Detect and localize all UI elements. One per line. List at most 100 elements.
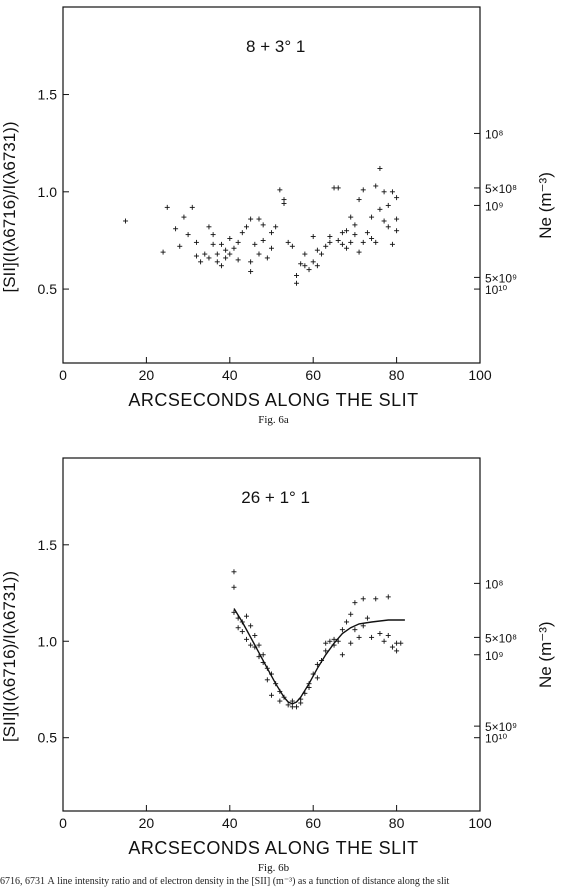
data-point <box>294 280 300 286</box>
data-point <box>389 644 395 650</box>
data-point <box>331 636 337 642</box>
data-point <box>235 257 241 263</box>
x-tick-label: 0 <box>59 367 67 383</box>
data-point <box>302 263 308 269</box>
data-point <box>360 596 366 602</box>
y-axis-label: [SII](I(λ6716)/I(λ6731)) <box>0 121 19 292</box>
data-point <box>189 204 195 210</box>
data-point <box>356 197 362 203</box>
data-point <box>223 247 229 253</box>
data-point <box>331 185 337 191</box>
data-point <box>344 619 350 625</box>
x-tick-label: 40 <box>222 815 238 831</box>
ne-tick-label: 10⁸ <box>485 127 503 141</box>
data-point <box>360 187 366 193</box>
data-point <box>181 214 187 220</box>
data-point <box>248 642 254 648</box>
data-point <box>373 596 379 602</box>
data-point <box>256 216 262 222</box>
data-point <box>302 251 308 257</box>
ne-tick-label: 10⁹ <box>485 199 504 213</box>
data-point <box>314 675 320 681</box>
data-point <box>373 183 379 189</box>
data-point <box>239 629 245 635</box>
data-point <box>344 245 350 251</box>
x-tick-label: 0 <box>59 815 67 831</box>
ne-tick-label: 10⁹ <box>485 649 504 663</box>
plot-frame <box>62 457 481 812</box>
data-point <box>273 224 279 230</box>
data-point <box>269 245 274 251</box>
data-point <box>394 640 400 646</box>
data-point <box>377 165 383 171</box>
plot-frame <box>62 6 481 364</box>
data-point <box>214 251 220 257</box>
x-tick-label: 60 <box>305 367 321 383</box>
y-tick-label: 1.0 <box>38 633 58 649</box>
data-point <box>252 241 258 247</box>
data-point <box>260 222 266 228</box>
y-tick-label: 0.5 <box>38 730 58 746</box>
data-point <box>239 230 245 236</box>
data-point <box>394 648 400 654</box>
data-point <box>206 255 212 261</box>
data-point <box>252 632 258 638</box>
data-point <box>360 239 366 245</box>
data-point <box>335 185 341 191</box>
data-point <box>327 239 333 245</box>
data-point <box>339 627 345 633</box>
data-point <box>285 239 291 245</box>
data-point <box>235 239 241 245</box>
data-point <box>227 251 233 257</box>
data-point <box>223 255 229 261</box>
data-point <box>348 611 354 617</box>
data-point <box>264 255 270 261</box>
ne-tick-label: 10⁸ <box>485 577 503 591</box>
data-point <box>339 652 345 658</box>
x-axis-label: ARCSECONDS ALONG THE SLIT <box>128 838 418 858</box>
data-point <box>310 259 316 265</box>
y-tick-label: 1.5 <box>38 537 58 553</box>
data-point <box>394 195 400 201</box>
data-point <box>335 237 341 243</box>
ne-tick-label: 5×10⁹ <box>485 720 517 734</box>
x-axis-label: ARCSECONDS ALONG THE SLIT <box>128 390 418 410</box>
data-point <box>298 261 304 267</box>
data-point <box>185 232 191 238</box>
data-point <box>285 702 291 708</box>
data-point <box>260 237 266 243</box>
x-tick-label: 100 <box>468 367 492 383</box>
data-point <box>210 232 216 238</box>
data-point <box>369 634 375 640</box>
data-point <box>356 634 362 640</box>
data-point <box>394 216 400 222</box>
data-point <box>377 631 383 637</box>
data-point <box>394 228 400 234</box>
data-point <box>177 243 183 249</box>
data-point <box>243 636 249 642</box>
data-point <box>306 267 312 273</box>
data-point <box>398 640 404 646</box>
data-point <box>160 249 166 255</box>
data-point <box>231 584 237 590</box>
data-point <box>193 253 199 259</box>
data-point <box>364 230 370 236</box>
ne-axis-label: Ne (m⁻³) <box>536 172 555 239</box>
chart-panel-1: 8 + 3° 1 0 20 40 60 80 100 ARCSECONDS ALONG THE… <box>0 6 555 426</box>
data-point <box>260 652 266 658</box>
data-point <box>231 569 237 575</box>
ne-tick-label: 10¹⁰ <box>485 283 507 297</box>
data-point <box>344 228 350 234</box>
data-point <box>381 218 387 224</box>
x-tick-label: 40 <box>222 367 238 383</box>
data-point <box>352 222 358 228</box>
data-point <box>385 594 391 600</box>
ne-tick-label: 5×10⁸ <box>485 631 517 645</box>
data-point <box>294 272 300 278</box>
data-point <box>298 700 304 706</box>
data-point <box>198 259 204 265</box>
data-point <box>202 251 208 257</box>
data-point <box>348 640 354 646</box>
data-point <box>248 216 254 222</box>
x-tick-label: 20 <box>139 815 155 831</box>
